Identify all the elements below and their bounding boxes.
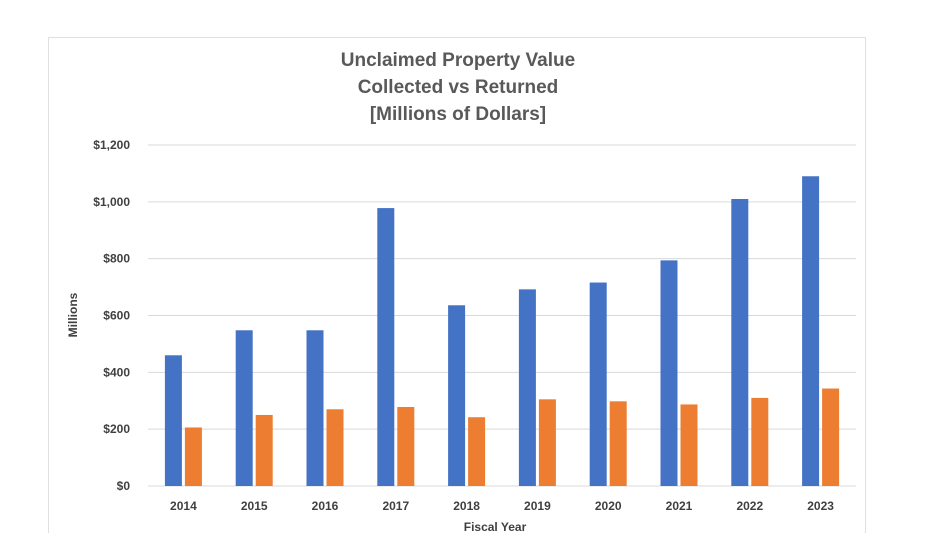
bar-series-1-2019 xyxy=(518,289,536,486)
bar-series-1-2020 xyxy=(589,282,607,486)
bar-series-2-2017 xyxy=(397,407,415,486)
x-tick-label: 2018 xyxy=(453,499,480,513)
chart-frame xyxy=(48,37,866,533)
chart-title-line-1: Unclaimed Property Value xyxy=(341,50,575,71)
bar-series-2-2016 xyxy=(326,409,344,486)
y-tick-label: $800 xyxy=(103,252,130,266)
bar-series-2-2022 xyxy=(751,397,769,486)
bar-series-2-2020 xyxy=(609,401,627,486)
chart-title-line-2: Collected vs Returned xyxy=(358,77,559,98)
bar-series-1-2016 xyxy=(306,330,324,486)
x-axis-title: Fiscal Year xyxy=(464,520,527,533)
x-axis-tick-labels: 2014 2015 2016 2017 2018 2019 2020 2021 2022 2023 xyxy=(170,499,834,513)
y-tick-label: $600 xyxy=(103,309,130,323)
x-tick-label: 2014 xyxy=(170,499,197,513)
x-tick-label: 2015 xyxy=(241,499,268,513)
bars xyxy=(164,176,840,486)
x-tick-label: 2019 xyxy=(524,499,551,513)
x-tick-label: 2016 xyxy=(312,499,339,513)
y-tick-label: $200 xyxy=(103,422,130,436)
bar-series-2-2021 xyxy=(680,404,698,486)
x-tick-label: 2017 xyxy=(382,499,409,513)
bar-series-2-2023 xyxy=(822,388,840,486)
bar-series-2-2014 xyxy=(184,427,202,486)
chart-title: Unclaimed Property Value Collected vs Re… xyxy=(341,50,575,125)
bar-series-2-2018 xyxy=(468,417,486,486)
y-tick-label: $1,000 xyxy=(93,195,130,209)
y-tick-label: $1,200 xyxy=(93,138,130,152)
y-tick-label: $0 xyxy=(117,479,131,493)
bar-series-1-2014 xyxy=(164,355,182,486)
x-tick-label: 2023 xyxy=(807,499,834,513)
bar-series-2-2019 xyxy=(538,399,556,486)
bar-series-1-2023 xyxy=(802,176,820,486)
bar-series-2-2015 xyxy=(255,414,273,486)
x-tick-label: 2022 xyxy=(736,499,763,513)
y-axis-title: Millions xyxy=(66,292,80,337)
bar-series-1-2022 xyxy=(731,198,749,486)
chart-title-line-3: [Millions of Dollars] xyxy=(370,104,546,125)
bar-series-1-2015 xyxy=(235,330,253,486)
x-tick-label: 2021 xyxy=(666,499,693,513)
bar-series-1-2018 xyxy=(448,305,466,486)
gridlines xyxy=(148,144,856,487)
bar-series-1-2017 xyxy=(377,208,395,486)
y-tick-label: $400 xyxy=(103,365,130,379)
bar-series-1-2021 xyxy=(660,260,678,486)
y-axis-tick-labels: $0 $200 $400 $600 $800 $1,000 $1,200 xyxy=(93,138,130,493)
x-tick-label: 2020 xyxy=(595,499,622,513)
